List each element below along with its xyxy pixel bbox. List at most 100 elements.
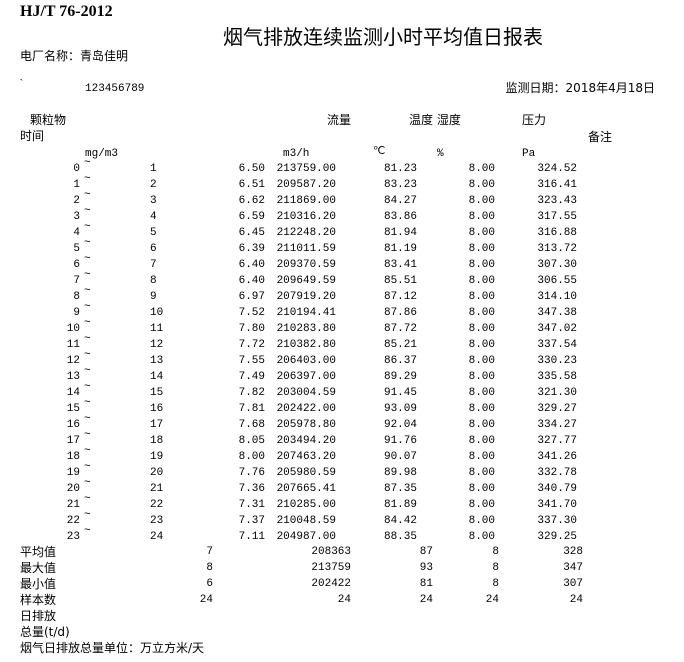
temp-value: 81.94 [383, 227, 417, 239]
flow-value: 205980.59 [276, 467, 336, 479]
pressure-value: 328 [563, 546, 583, 558]
start-hour: 12 [66, 355, 80, 367]
temp-value: 92.04 [383, 419, 417, 431]
flow-value: 203494.20 [276, 435, 336, 447]
tilde-separator: ~ [84, 189, 91, 201]
end-hour: 3 [150, 195, 157, 207]
end-hour: 9 [150, 291, 157, 303]
humidity-value: 8.00 [468, 515, 495, 527]
tilde-separator: ~ [84, 397, 91, 409]
pressure-value: 306.55 [537, 275, 577, 287]
temp-value: 87.12 [383, 291, 417, 303]
pressure-value: 341.26 [537, 451, 577, 463]
end-hour: 10 [150, 307, 164, 319]
flow-value: 209649.59 [276, 275, 336, 287]
flow-value: 210048.59 [276, 515, 336, 527]
start-hour: 18 [66, 451, 80, 463]
dust-value: 6.50 [238, 163, 265, 175]
col-remark: 备注 [588, 130, 613, 144]
dust-value: 7.31 [238, 499, 265, 511]
tilde-separator: ~ [84, 333, 91, 345]
pressure-value: 317.55 [537, 211, 577, 223]
start-hour: 9 [73, 307, 80, 319]
dust-value: 7.37 [238, 515, 265, 527]
humidity-value: 8.00 [468, 499, 495, 511]
end-hour: 24 [150, 531, 164, 543]
pressure-value: 347 [563, 562, 583, 574]
humidity-value: 8.00 [468, 483, 495, 495]
temp-value: 86.37 [383, 355, 417, 367]
temp-value: 90.07 [383, 451, 417, 463]
humidity-value: 8.00 [468, 451, 495, 463]
tilde-separator: ~ [84, 221, 91, 233]
tilde-separator: ~ [84, 477, 91, 489]
pressure-value: 330.23 [537, 355, 577, 367]
start-hour: 13 [66, 371, 80, 383]
pressure-value: 340.79 [537, 483, 577, 495]
monitor-date: 监测日期：2018年4月18日 [505, 81, 655, 95]
col-temp-humidity: 温度 湿度 [409, 113, 461, 127]
dust-value: 7.81 [238, 403, 265, 415]
pressure-value: 334.27 [537, 419, 577, 431]
end-hour: 8 [150, 275, 157, 287]
pressure-value: 323.43 [537, 195, 577, 207]
temp-value: 84.42 [383, 515, 417, 527]
humidity-value: 8 [492, 578, 499, 590]
end-hour: 23 [150, 515, 164, 527]
dust-value: 6.97 [238, 291, 265, 303]
flow-value: 210382.80 [276, 339, 336, 351]
tilde-separator: ~ [84, 445, 91, 457]
end-hour: 14 [150, 371, 164, 383]
unit-dust: mg/m3 [85, 148, 119, 160]
temp-value: 87.72 [383, 323, 417, 335]
pressure-value: 329.25 [537, 531, 577, 543]
humidity-value: 8.00 [468, 419, 495, 431]
tilde-separator: ~ [84, 301, 91, 313]
temp-value: 88.35 [383, 531, 417, 543]
flow-value: 205978.80 [276, 419, 336, 431]
tilde-separator: ~ [84, 493, 91, 505]
plant-name: 电厂名称：青岛佳明 [20, 49, 129, 63]
humidity-value: 8.00 [468, 355, 495, 367]
temp-value: 83.23 [383, 179, 417, 191]
temp-value: 89.98 [383, 467, 417, 479]
tilde-separator: ~ [84, 157, 91, 169]
unit-humidity: % [437, 148, 444, 160]
end-hour: 11 [150, 323, 164, 335]
end-hour: 18 [150, 435, 164, 447]
end-hour: 4 [150, 211, 157, 223]
end-hour: 7 [150, 259, 157, 271]
humidity-value: 8.00 [468, 243, 495, 255]
pressure-value: 329.27 [537, 403, 577, 415]
dust-value: 7.80 [238, 323, 265, 335]
dust-value: 7.36 [238, 483, 265, 495]
standard-code: HJ/T 76-2012 [20, 3, 113, 20]
end-hour: 5 [150, 227, 157, 239]
humidity-value: 8.00 [468, 211, 495, 223]
humidity-value: 8.00 [468, 195, 495, 207]
temp-value: 81.89 [383, 499, 417, 511]
pressure-value: 307 [563, 578, 583, 590]
start-hour: 21 [66, 499, 80, 511]
flow-value: 209587.20 [276, 179, 336, 191]
humidity-value: 8.00 [468, 531, 495, 543]
flow-value: 211011.59 [276, 243, 336, 255]
humidity-value: 8.00 [468, 291, 495, 303]
temp-value: 81 [419, 578, 433, 590]
tilde-separator: ~ [84, 413, 91, 425]
mark: ` [18, 79, 25, 91]
dust-value: 6.40 [238, 275, 265, 287]
humidity-value: 8.00 [468, 403, 495, 415]
humidity-value: 8 [492, 562, 499, 574]
flow-value: 210285.00 [276, 499, 336, 511]
flow-value: 212248.20 [276, 227, 336, 239]
tilde-separator: ~ [84, 173, 91, 185]
flow-value: 207665.41 [276, 483, 336, 495]
temp-value: 85.51 [383, 275, 417, 287]
pressure-value: 316.41 [537, 179, 577, 191]
humidity-value: 8.00 [468, 435, 495, 447]
dust-value: 7.72 [238, 339, 265, 351]
station-id: 123456789 [85, 83, 145, 95]
temp-value: 87.86 [383, 307, 417, 319]
flow-value: 210283.80 [276, 323, 336, 335]
